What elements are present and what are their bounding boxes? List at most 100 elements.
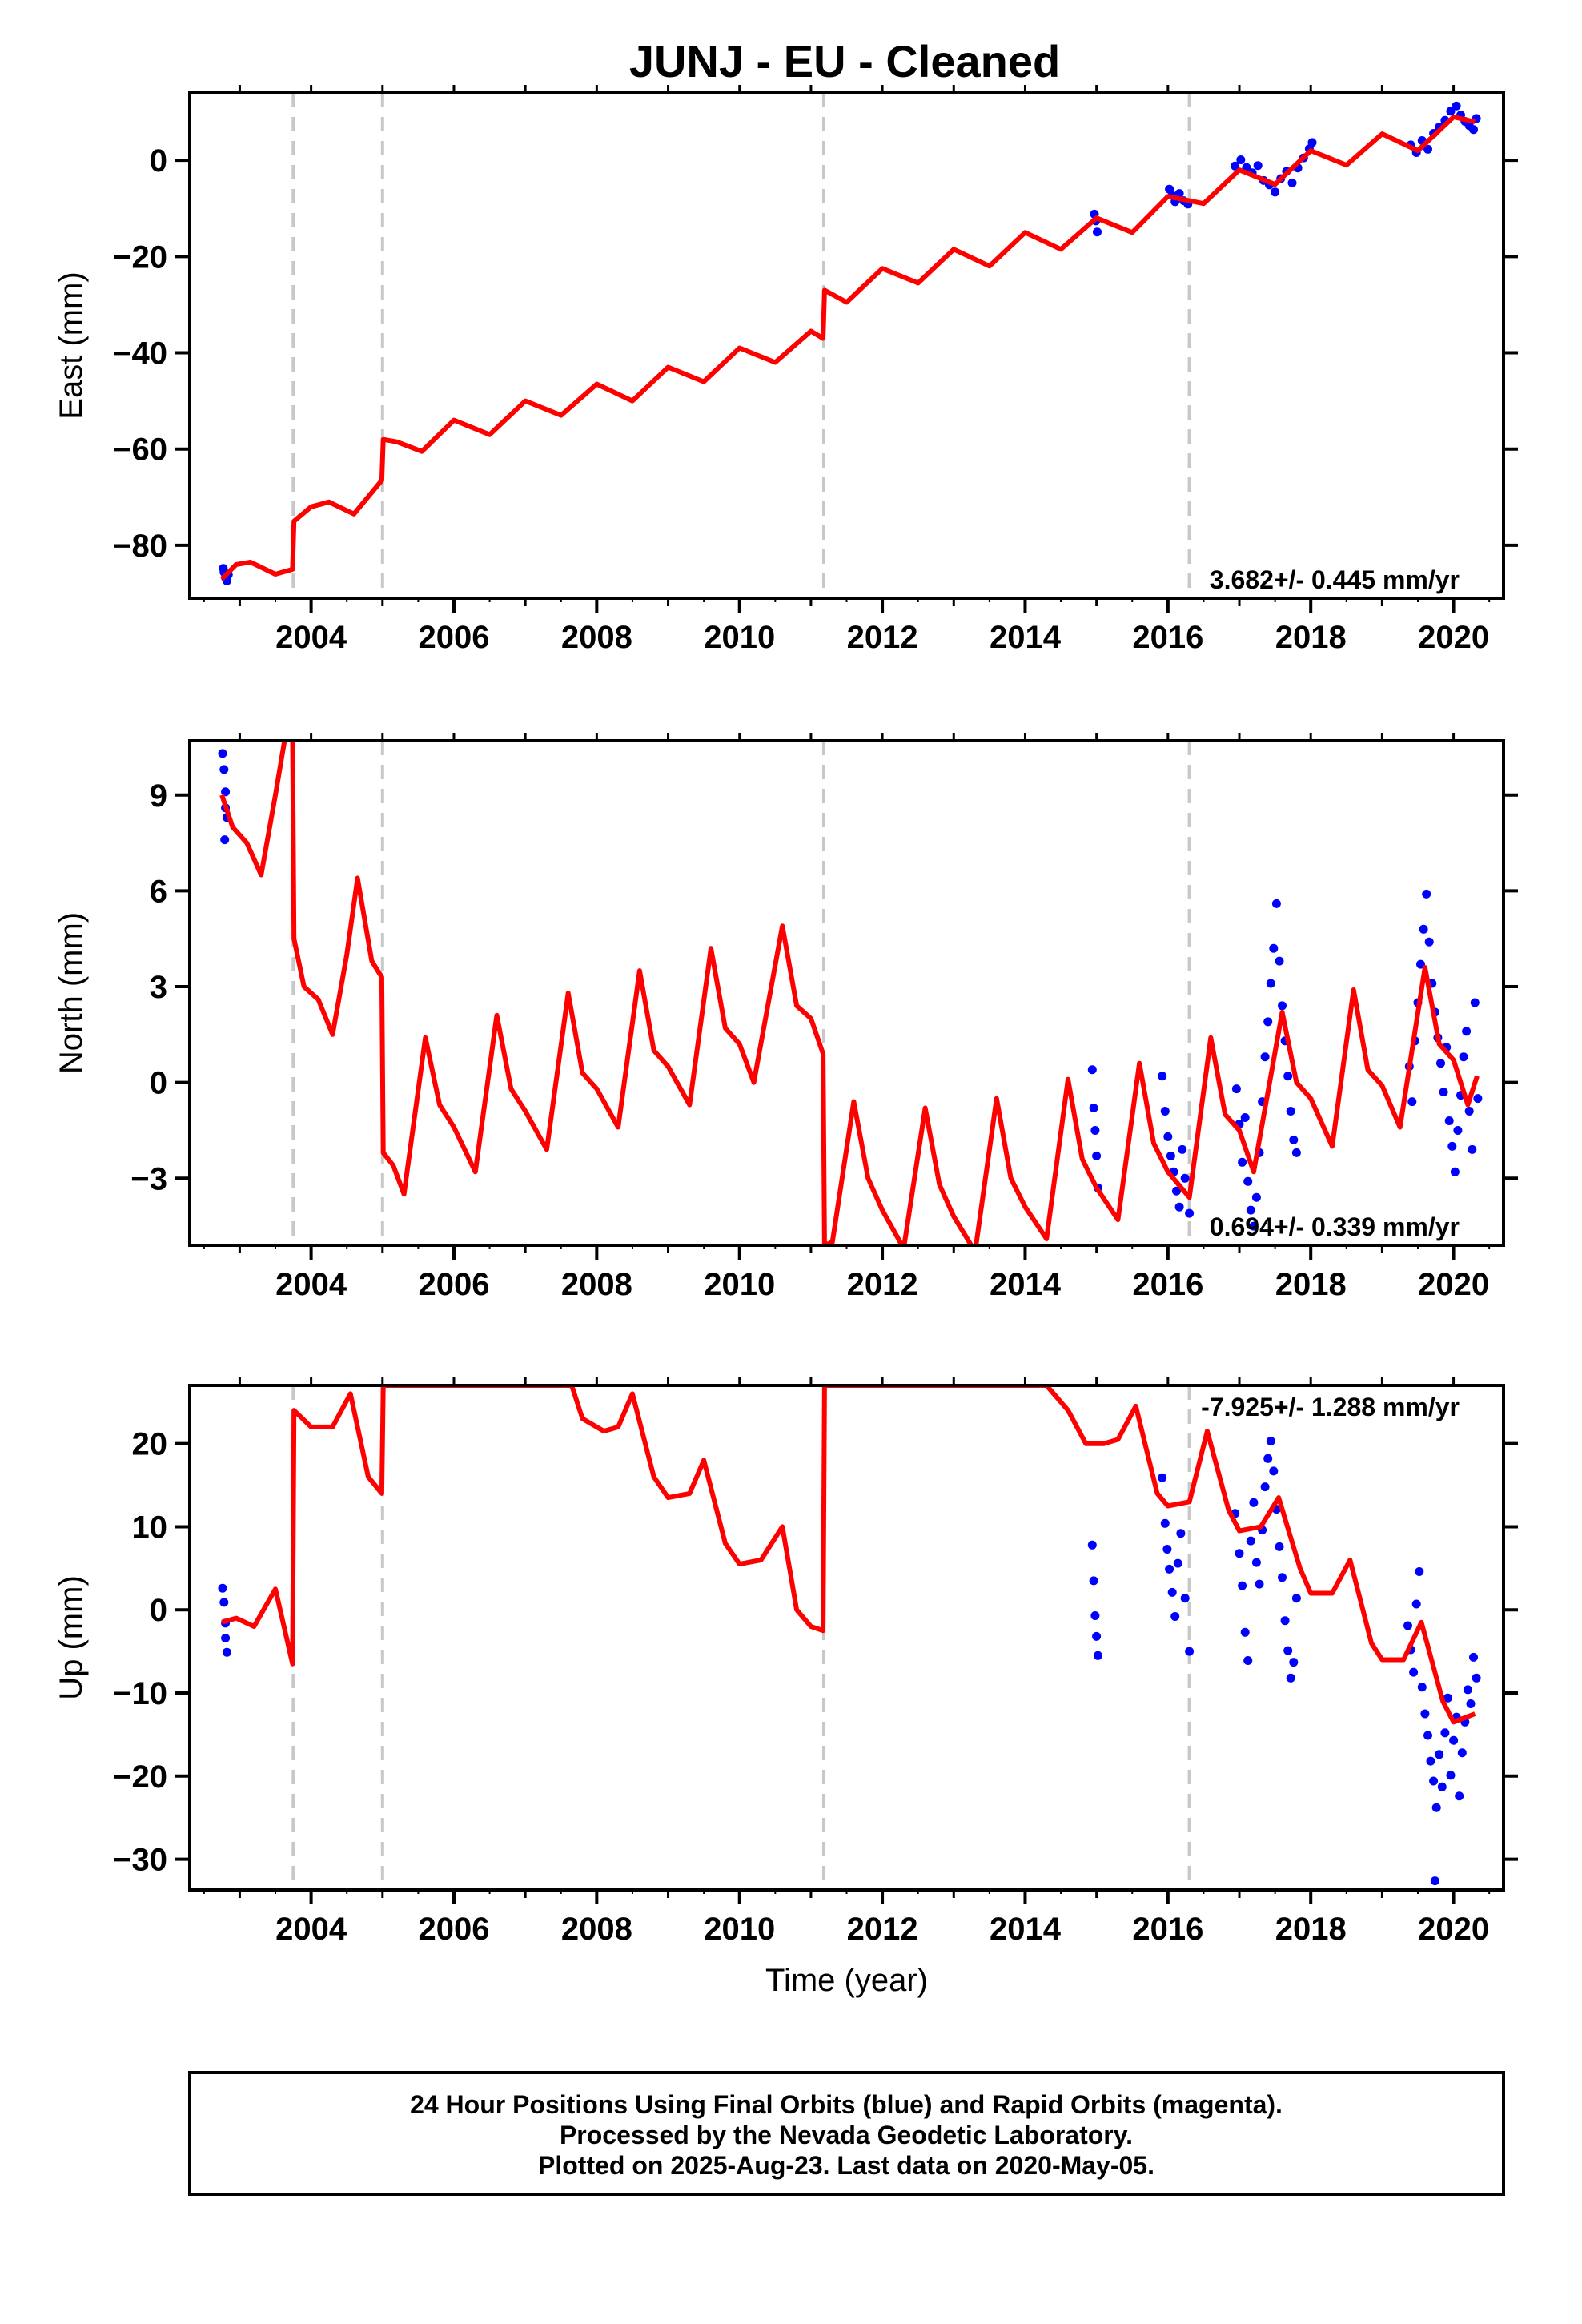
up-y-tick-label: 0 — [150, 1593, 167, 1628]
up-data-point — [1260, 1482, 1270, 1492]
up-data-point — [1409, 1667, 1419, 1677]
east-data-point — [1236, 155, 1246, 164]
up-data-point — [222, 1647, 231, 1657]
up-data-point — [1403, 1621, 1412, 1630]
up-data-point — [1089, 1576, 1098, 1586]
east-x-tick-label: 2020 — [1418, 620, 1489, 655]
east-data-point — [1093, 227, 1102, 237]
north-y-tick-label: −3 — [130, 1161, 167, 1196]
up-data-point — [1430, 1876, 1439, 1886]
up-data-point — [1275, 1542, 1284, 1551]
north-data-point — [1424, 937, 1434, 947]
up-x-tick-label: 2012 — [847, 1912, 918, 1947]
up-data-point — [1437, 1782, 1447, 1791]
east-data-point — [1469, 125, 1478, 135]
north-data-point — [1459, 1052, 1468, 1062]
north-data-point — [1462, 1027, 1472, 1036]
up-data-point — [1420, 1709, 1430, 1719]
up-data-point — [1167, 1587, 1177, 1597]
north-data-point — [1158, 1072, 1167, 1081]
up-y-tick-label: 10 — [132, 1510, 168, 1545]
up-y-tick-label: −20 — [113, 1759, 167, 1795]
up-data-point — [1238, 1581, 1247, 1590]
north-data-point — [1271, 899, 1281, 908]
up-x-tick-label: 2018 — [1275, 1912, 1347, 1947]
up-data-point — [1158, 1473, 1167, 1482]
up-data-point — [1263, 1454, 1273, 1463]
north-data-point — [1166, 1151, 1175, 1160]
east-x-tick-label: 2016 — [1132, 620, 1203, 655]
up-x-tick-label: 2020 — [1418, 1912, 1489, 1947]
up-data-point — [1092, 1631, 1102, 1641]
north-data-point — [1246, 1205, 1255, 1215]
up-data-point — [1090, 1611, 1100, 1620]
north-data-point — [1470, 998, 1480, 1007]
north-data-point — [218, 749, 227, 758]
north-x-tick-label: 2014 — [990, 1267, 1062, 1302]
north-y-tick-label: 0 — [150, 1066, 167, 1101]
east-y-tick-label: −40 — [113, 336, 167, 372]
east-x-tick-label: 2008 — [561, 620, 632, 655]
up-data-point — [1443, 1693, 1452, 1703]
north-data-point — [1174, 1202, 1184, 1212]
north-x-tick-label: 2012 — [847, 1267, 918, 1302]
up-data-point — [1455, 1791, 1464, 1801]
east-rate-label: 3.682+/- 0.445 mm/yr — [1210, 565, 1460, 594]
up-data-point — [1423, 1731, 1432, 1740]
up-data-point — [1278, 1573, 1287, 1582]
east-y-axis-label: East (mm) — [54, 271, 89, 419]
north-data-point — [1263, 1017, 1273, 1027]
north-x-tick-label: 2016 — [1132, 1267, 1203, 1302]
up-y-tick-label: 20 — [132, 1427, 168, 1462]
footer-line-2: Processed by the Nevada Geodetic Laborat… — [560, 2121, 1133, 2149]
east-x-tick-label: 2010 — [704, 620, 775, 655]
up-data-point — [1087, 1540, 1097, 1550]
north-data-point — [1249, 1221, 1259, 1231]
up-data-point — [1173, 1558, 1182, 1568]
up-data-point — [1429, 1776, 1439, 1786]
north-data-point — [1243, 1176, 1253, 1186]
up-data-point — [1446, 1771, 1456, 1780]
up-data-point — [1286, 1673, 1295, 1683]
east-data-point — [1271, 187, 1280, 197]
north-data-point — [1092, 1151, 1102, 1160]
north-data-point — [219, 765, 229, 774]
up-data-point — [1449, 1735, 1459, 1745]
up-model-line — [221, 1385, 1476, 1725]
north-data-point — [1473, 1094, 1483, 1104]
north-y-tick-label: 6 — [150, 874, 167, 909]
footer-frame — [188, 2071, 1505, 2196]
footer-box: 24 Hour Positions Using Final Orbits (bl… — [188, 2071, 1505, 2196]
up-data-point — [1463, 1685, 1472, 1695]
north-data-point — [1453, 1126, 1463, 1135]
up-data-point — [1431, 1803, 1441, 1812]
north-data-point — [1240, 1113, 1250, 1122]
east-y-tick-label: 0 — [150, 143, 167, 179]
north-data-point — [1422, 889, 1431, 899]
north-data-point — [1468, 1144, 1477, 1154]
up-data-point — [1415, 1567, 1424, 1576]
north-data-point — [1160, 1107, 1170, 1116]
north-x-tick-label: 2018 — [1275, 1267, 1347, 1302]
east-x-tick-label: 2018 — [1275, 620, 1347, 655]
up-data-point — [219, 1598, 229, 1607]
up-data-point — [1093, 1651, 1102, 1660]
up-data-point — [221, 1634, 231, 1642]
east-x-tick-label: 2006 — [418, 620, 489, 655]
north-x-tick-label: 2004 — [275, 1267, 347, 1302]
up-data-point — [1269, 1466, 1279, 1476]
north-y-axis-label: North (mm) — [54, 912, 89, 1074]
north-data-point — [1407, 1097, 1417, 1107]
north-data-point — [220, 835, 230, 845]
up-data-point — [1185, 1647, 1195, 1656]
east-plot-area — [219, 93, 1481, 598]
up-data-point — [1160, 1518, 1170, 1528]
north-panel: 2004 2006 2008 2010 2012 2014 2016 2018 2020 −3 0 3… — [54, 733, 1518, 1302]
north-x-tick-label: 2008 — [561, 1267, 632, 1302]
up-data-point — [1457, 1748, 1467, 1758]
north-y-tick-label: 3 — [150, 970, 167, 1005]
up-data-point — [1469, 1652, 1478, 1662]
footer-line-1: 24 Hour Positions Using Final Orbits (bl… — [410, 2090, 1283, 2119]
